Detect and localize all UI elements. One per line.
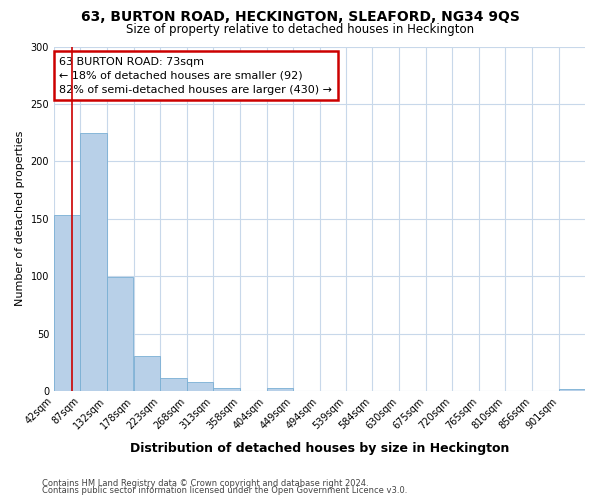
Bar — [266, 388, 293, 391]
Bar — [187, 382, 213, 391]
Text: Contains HM Land Registry data © Crown copyright and database right 2024.: Contains HM Land Registry data © Crown c… — [42, 478, 368, 488]
Text: 63 BURTON ROAD: 73sqm
← 18% of detached houses are smaller (92)
82% of semi-deta: 63 BURTON ROAD: 73sqm ← 18% of detached … — [59, 57, 332, 95]
Bar — [54, 216, 80, 391]
Text: Contains public sector information licensed under the Open Government Licence v3: Contains public sector information licen… — [42, 486, 407, 495]
X-axis label: Distribution of detached houses by size in Heckington: Distribution of detached houses by size … — [130, 442, 509, 455]
Bar — [213, 388, 239, 391]
Bar — [134, 356, 160, 391]
Bar — [160, 378, 187, 391]
Y-axis label: Number of detached properties: Number of detached properties — [15, 131, 25, 306]
Bar — [559, 389, 585, 391]
Text: Size of property relative to detached houses in Heckington: Size of property relative to detached ho… — [126, 22, 474, 36]
Bar — [80, 132, 107, 391]
Text: 63, BURTON ROAD, HECKINGTON, SLEAFORD, NG34 9QS: 63, BURTON ROAD, HECKINGTON, SLEAFORD, N… — [80, 10, 520, 24]
Bar — [107, 278, 133, 391]
